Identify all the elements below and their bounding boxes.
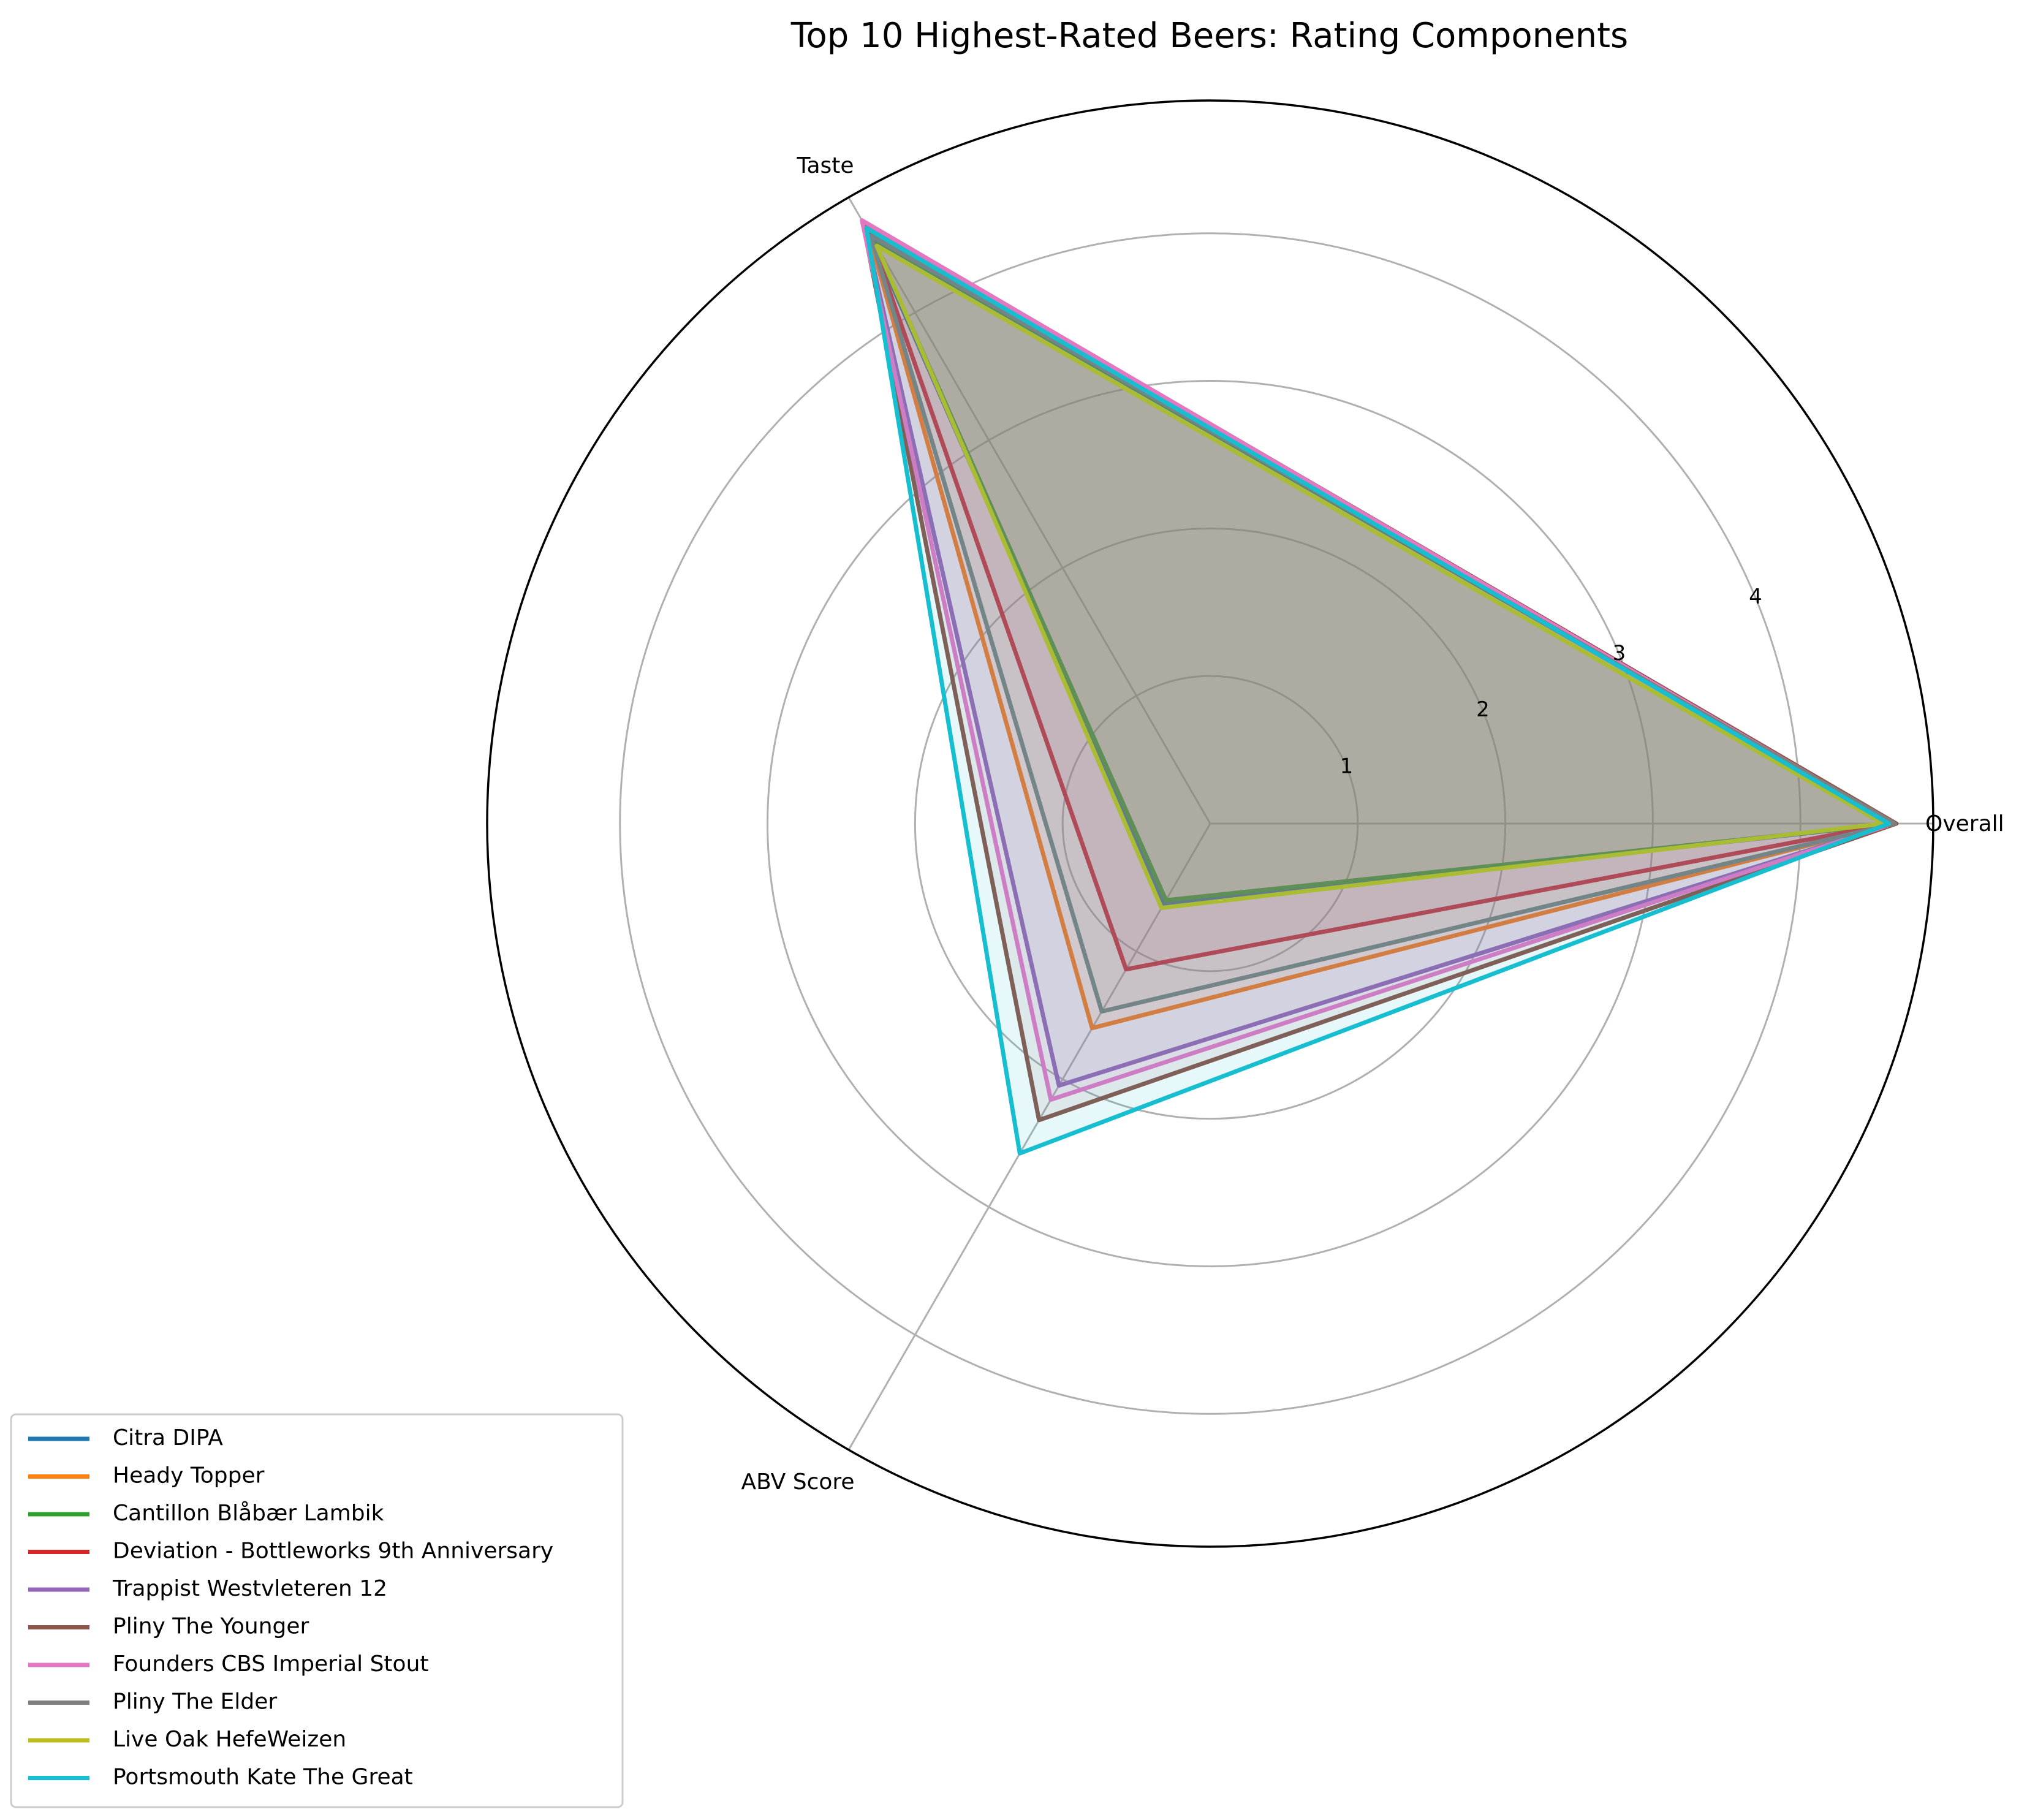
legend-label-8: Pliny The Elder	[113, 1689, 277, 1715]
r-tick-label-2: 2	[1476, 697, 1490, 722]
axis-label-1: Overall	[1925, 811, 2004, 836]
series-fill-2	[868, 230, 1893, 1028]
radar-axes: 1 2 3 4 Overall Taste ABV Score	[486, 99, 2004, 1548]
series-line-10	[864, 226, 1892, 1156]
r-tick-label-3: 3	[1613, 641, 1626, 665]
r-tick-label-1: 1	[1340, 754, 1354, 778]
legend-label-10: Portsmouth Kate The Great	[113, 1765, 413, 1790]
radar-grid	[619, 197, 1933, 1450]
legend: Citra DIPA Heady Topper Cantillon Blåbær L…	[10, 1413, 624, 1808]
series-fill-6	[862, 221, 1896, 1120]
axis-label-2: Taste	[796, 153, 854, 178]
legend-label-2: Heady Topper	[113, 1463, 265, 1488]
series-fill-5	[863, 222, 1893, 1086]
series-fill-8	[871, 235, 1895, 1012]
radar-series	[860, 218, 1899, 1156]
chart-title: Top 10 Highest-Rated Beers: Rating Compo…	[790, 16, 1628, 56]
series-fill-7	[862, 220, 1893, 1100]
grid-spoke-3	[847, 823, 1211, 1450]
legend-label-6: Pliny The Younger	[113, 1614, 309, 1639]
legend-label-3: Cantillon Blåbær Lambik	[113, 1501, 384, 1526]
series-fill-9	[876, 246, 1884, 908]
legend-box	[10, 1413, 624, 1808]
polar-frame	[486, 99, 1934, 1548]
series-fill-4	[869, 233, 1892, 969]
series-line-7	[860, 218, 1896, 1102]
r-tick-label-4: 4	[1749, 585, 1762, 609]
series-line-9	[874, 243, 1885, 911]
axis-label-3: ABV Score	[741, 1469, 854, 1495]
legend-label-5: Trappist Westvleteren 12	[112, 1576, 387, 1601]
legend-label-4: Deviation - Bottleworks 9th Anniversary	[113, 1539, 553, 1564]
series-fill-3	[872, 238, 1893, 901]
series-fill-10	[866, 228, 1889, 1154]
series-fill-1	[868, 230, 1893, 904]
grid-spoke-2	[847, 197, 1211, 824]
legend-label-9: Live Oak HefeWeizen	[113, 1727, 346, 1752]
legend-label-1: Citra DIPA	[113, 1425, 223, 1450]
legend-label-7: Founders CBS Imperial Stout	[113, 1651, 429, 1677]
